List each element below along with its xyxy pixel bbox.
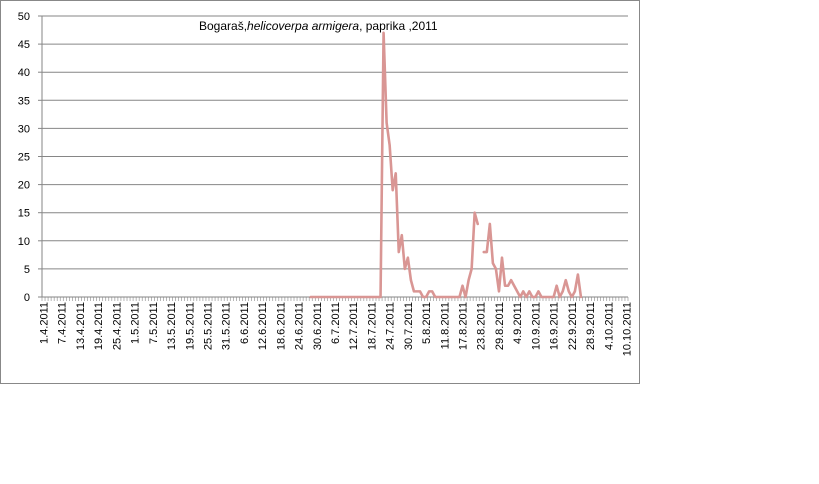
chart-frame: 0 5 10 15 20 25 30 35 40 45 50 1.4.2011 7.4.2011 13.…	[0, 0, 640, 384]
x-tick-label: 6.6.2011	[239, 302, 251, 344]
x-tick-label: 7.4.2011	[57, 302, 69, 344]
y-tick-label: 10	[18, 236, 30, 248]
x-tick-label: 12.6.2011	[257, 302, 269, 350]
x-tick-label: 30.7.2011	[403, 302, 415, 350]
y-tick-label: 30	[18, 123, 30, 135]
y-tick-label: 35	[18, 95, 30, 107]
chart-title: Bogaraš,helicoverpa armigera, paprika ,2…	[199, 19, 438, 33]
y-tick-label: 50	[18, 11, 30, 23]
x-tick-label: 29.8.2011	[494, 302, 506, 350]
y-tick-label: 25	[18, 152, 30, 164]
y-tick-label: 5	[24, 264, 30, 276]
chart-title-species: helicoverpa armigera	[247, 19, 359, 33]
x-tick-label: 17.8.2011	[458, 302, 470, 350]
x-tick-label: 6.7.2011	[330, 302, 342, 344]
x-tick-label: 24.7.2011	[385, 302, 397, 350]
chart-title-rest: , paprika ,2011	[359, 19, 438, 33]
x-tick-label: 30.6.2011	[312, 302, 324, 350]
x-tick-label: 19.5.2011	[184, 302, 196, 350]
series-line	[309, 31, 480, 299]
y-tick-label: 15	[18, 208, 30, 220]
x-tick-label: 4.10.2011	[603, 302, 615, 350]
x-tick-label: 22.9.2011	[567, 302, 579, 350]
y-tick-label: 20	[18, 180, 30, 192]
x-tick-label: 1.4.2011	[39, 302, 51, 344]
x-tick-label: 1.5.2011	[130, 302, 142, 344]
x-tick-label: 18.6.2011	[275, 302, 287, 350]
x-tick-label: 23.8.2011	[476, 302, 488, 350]
x-tick-label: 25.5.2011	[202, 302, 214, 350]
y-tick-label: 40	[18, 67, 30, 79]
x-tick-label: 19.4.2011	[93, 302, 105, 350]
x-tick-label: 4.9.2011	[512, 302, 524, 344]
x-tick-label: 10.9.2011	[530, 302, 542, 350]
x-tick-label: 24.6.2011	[294, 302, 306, 350]
x-tick-label: 13.4.2011	[75, 302, 87, 350]
y-tick-label: 0	[24, 292, 30, 304]
x-tick-label: 10.10.2011	[621, 302, 633, 356]
x-tick-label: 18.7.2011	[366, 302, 378, 350]
x-tick-label: 5.8.2011	[421, 302, 433, 344]
chart: 0 5 10 15 20 25 30 35 40 45 50 1.4.2011 7.4.2011 13.…	[18, 11, 634, 356]
x-tick-label: 13.5.2011	[166, 302, 178, 350]
x-tick-label: 25.4.2011	[111, 302, 123, 350]
y-tick-label: 45	[18, 39, 30, 51]
x-tick-label: 12.7.2011	[348, 302, 360, 350]
chart-title-location: Bogaraš,	[199, 19, 247, 33]
series-line	[482, 222, 583, 299]
x-tick-label: 28.9.2011	[585, 302, 597, 350]
x-tick-label: 16.9.2011	[549, 302, 561, 350]
x-tick-label: 11.8.2011	[439, 302, 451, 349]
x-tick-label: 7.5.2011	[148, 302, 160, 344]
x-tick-label: 31.5.2011	[221, 302, 233, 350]
